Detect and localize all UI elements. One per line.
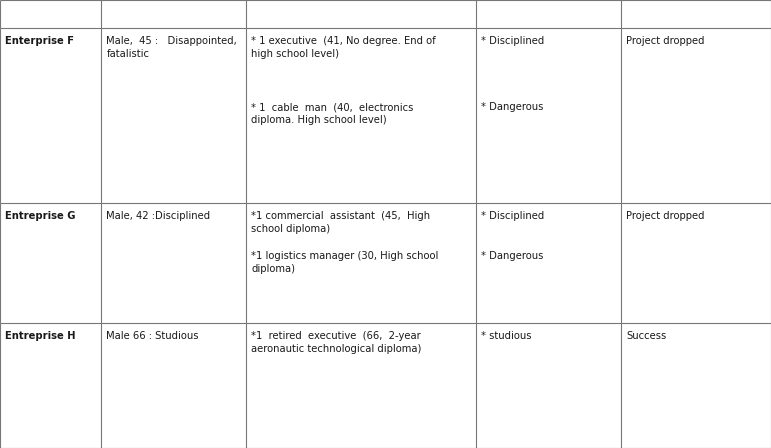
Text: * studious: * studious: [481, 331, 531, 341]
Text: Success: Success: [626, 331, 666, 341]
Text: Project dropped: Project dropped: [626, 36, 705, 46]
Text: *1 commercial  assistant  (45,  High
school diploma)

*1 logistics manager (30, : *1 commercial assistant (45, High school…: [251, 211, 439, 274]
Text: Male,  45 :   Disappointed,
fatalistic: Male, 45 : Disappointed, fatalistic: [106, 36, 237, 59]
Text: Entreprise G: Entreprise G: [5, 211, 76, 221]
Text: Entreprise H: Entreprise H: [5, 331, 76, 341]
Text: Male, 42 :Disciplined: Male, 42 :Disciplined: [106, 211, 210, 221]
Text: * Disciplined




* Dangerous: * Disciplined * Dangerous: [481, 36, 544, 112]
Text: Enterprise F: Enterprise F: [5, 36, 74, 46]
Text: Male 66 : Studious: Male 66 : Studious: [106, 331, 199, 341]
Text: * Disciplined


* Dangerous: * Disciplined * Dangerous: [481, 211, 544, 261]
Text: Project dropped: Project dropped: [626, 211, 705, 221]
Text: * 1 executive  (41, No degree. End of
high school level)



* 1  cable  man  (40: * 1 executive (41, No degree. End of hig…: [251, 36, 436, 125]
Text: *1  retired  executive  (66,  2-year
aeronautic technological diploma): *1 retired executive (66, 2-year aeronau…: [251, 331, 422, 354]
